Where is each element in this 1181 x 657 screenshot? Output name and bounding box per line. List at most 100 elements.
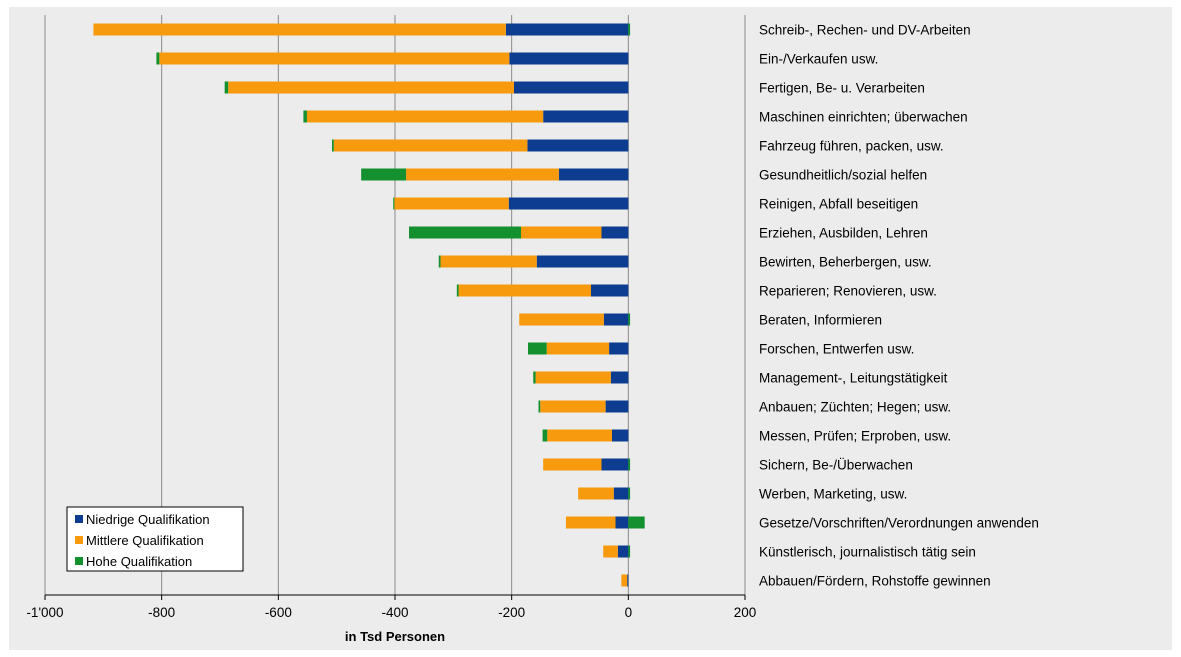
category-label: Management-, Leitungstätigkeit bbox=[759, 371, 948, 386]
x-axis: -1'000 -800 -600 -400 -200 0 200 bbox=[26, 594, 757, 620]
bar-segment-mittel bbox=[578, 487, 614, 500]
bar-segment-niedrig bbox=[509, 52, 629, 65]
bar-segment-niedrig bbox=[615, 516, 629, 529]
bar-segment-niedrig bbox=[508, 197, 629, 210]
category-label: Künstlerisch, journalistisch tätig sein bbox=[759, 545, 976, 560]
bar-segment-hoch bbox=[628, 487, 631, 500]
bar-segment-hoch bbox=[628, 545, 631, 558]
bar-segment-mittel bbox=[458, 284, 591, 297]
bar-segment-mittel bbox=[406, 168, 559, 181]
bar-segment-hoch bbox=[528, 342, 547, 355]
bar-segment-hoch bbox=[393, 197, 395, 210]
bar-segment-mittel bbox=[159, 52, 510, 65]
category-label: Sichern, Be-/Überwachen bbox=[759, 458, 913, 473]
category-label: Maschinen einrichten; überwachen bbox=[759, 110, 968, 125]
bar-segment-hoch bbox=[628, 23, 631, 36]
bar-segment-hoch bbox=[542, 429, 548, 442]
bar-segment-hoch bbox=[438, 255, 441, 268]
category-label: Gesundheitlich/sozial helfen bbox=[759, 168, 927, 183]
legend: Niedrige Qualifikation Mittlere Qualifika… bbox=[66, 506, 244, 572]
bar-segment-hoch bbox=[409, 226, 521, 239]
bar-segment-mittel bbox=[228, 81, 514, 94]
bar-segment-mittel bbox=[621, 574, 628, 587]
bar-segment-niedrig bbox=[527, 139, 629, 152]
bars bbox=[93, 23, 645, 587]
bar-segment-mittel bbox=[93, 23, 506, 36]
legend-swatch bbox=[75, 515, 83, 523]
legend-swatch bbox=[75, 557, 83, 565]
bar-segment-niedrig bbox=[609, 342, 629, 355]
bar-segment-mittel bbox=[333, 139, 528, 152]
legend-label: Niedrige Qualifikation bbox=[86, 512, 210, 527]
category-label: Schreib-, Rechen- und DV-Arbeiten bbox=[759, 23, 971, 38]
bar-segment-niedrig bbox=[613, 487, 629, 500]
category-label: Forschen, Entwerfen usw. bbox=[759, 342, 914, 357]
bar-segment-niedrig bbox=[605, 400, 629, 413]
chart-area: -1'000 -800 -600 -400 -200 0 200 Schreib-, Rec… bbox=[9, 7, 1172, 650]
bar-segment-mittel bbox=[535, 371, 611, 384]
category-label: Fahrzeug führen, packen, usw. bbox=[759, 139, 944, 154]
bar-segment-hoch bbox=[332, 139, 334, 152]
legend-swatch bbox=[75, 536, 83, 544]
category-label: Anbauen; Züchten; Hegen; usw. bbox=[759, 400, 951, 415]
bar-segment-mittel bbox=[519, 313, 604, 326]
bar-segment-niedrig bbox=[558, 168, 629, 181]
category-label: Bewirten, Beherbergen, usw. bbox=[759, 255, 932, 270]
legend-label: Mittlere Qualifikation bbox=[86, 533, 204, 548]
bar-segment-hoch bbox=[303, 110, 307, 123]
x-tick-label: -800 bbox=[148, 605, 175, 620]
x-tick-label: -1'000 bbox=[26, 605, 63, 620]
bar-segment-mittel bbox=[521, 226, 602, 239]
category-label: Fertigen, Be- u. Verarbeiten bbox=[759, 81, 925, 96]
bar-segment-niedrig bbox=[505, 23, 629, 36]
bar-segment-mittel bbox=[603, 545, 618, 558]
bar-segment-hoch bbox=[361, 168, 407, 181]
bar-segment-niedrig bbox=[617, 545, 629, 558]
bar-segment-mittel bbox=[547, 429, 612, 442]
bar-segment-niedrig bbox=[610, 371, 629, 384]
bar-segment-hoch bbox=[628, 458, 631, 471]
bar-segment-mittel bbox=[540, 400, 606, 413]
bar-segment-mittel bbox=[543, 458, 602, 471]
x-tick-label: -600 bbox=[265, 605, 292, 620]
bar-segment-niedrig bbox=[543, 110, 629, 123]
x-tick-label: 200 bbox=[734, 605, 757, 620]
bar-segment-mittel bbox=[306, 110, 544, 123]
category-label: Abbauen/Fördern, Rohstoffe gewinnen bbox=[759, 574, 991, 589]
category-label: Reinigen, Abfall beseitigen bbox=[759, 197, 918, 212]
category-label: Ein-/Verkaufen usw. bbox=[759, 52, 878, 67]
legend-box bbox=[66, 506, 244, 572]
category-label: Werben, Marketing, usw. bbox=[759, 487, 907, 502]
bar-segment-niedrig bbox=[612, 429, 629, 442]
bar-segment-niedrig bbox=[514, 81, 629, 94]
x-tick-label: 0 bbox=[625, 605, 633, 620]
bar-segment-hoch bbox=[224, 81, 229, 94]
bar-segment-mittel bbox=[394, 197, 509, 210]
category-label: Beraten, Informieren bbox=[759, 313, 882, 328]
bar-segment-mittel bbox=[565, 516, 616, 529]
x-axis-title: in Tsd Personen bbox=[345, 629, 445, 644]
bar-segment-hoch bbox=[628, 516, 645, 529]
category-label: Erziehen, Ausbilden, Lehren bbox=[759, 226, 928, 241]
bar-segment-hoch bbox=[456, 284, 459, 297]
bar-segment-niedrig bbox=[591, 284, 629, 297]
bar-segment-hoch bbox=[628, 313, 631, 326]
category-label: Reparieren; Renovieren, usw. bbox=[759, 284, 937, 299]
bar-segment-hoch bbox=[538, 400, 541, 413]
x-tick-label: -200 bbox=[498, 605, 525, 620]
bar-segment-niedrig bbox=[627, 574, 629, 587]
bar-segment-niedrig bbox=[601, 226, 629, 239]
bar-segment-mittel bbox=[440, 255, 537, 268]
legend-label: Hohe Qualifikation bbox=[86, 554, 192, 569]
category-label: Gesetze/Vorschriften/Verordnungen anwend… bbox=[759, 516, 1039, 531]
bar-segment-mittel bbox=[546, 342, 610, 355]
category-labels: Schreib-, Rechen- und DV-Arbeiten Ein-/Ve… bbox=[759, 23, 1039, 589]
stacked-bar-chart: -1'000 -800 -600 -400 -200 0 200 Schreib-, Rec… bbox=[26, 15, 1039, 644]
category-label: Messen, Prüfen; Erproben, usw. bbox=[759, 429, 951, 444]
bar-segment-niedrig bbox=[603, 313, 629, 326]
bar-segment-niedrig bbox=[536, 255, 629, 268]
bar-segment-hoch bbox=[156, 52, 160, 65]
bar-segment-niedrig bbox=[601, 458, 629, 471]
bar-segment-hoch bbox=[533, 371, 536, 384]
x-tick-label: -400 bbox=[381, 605, 408, 620]
